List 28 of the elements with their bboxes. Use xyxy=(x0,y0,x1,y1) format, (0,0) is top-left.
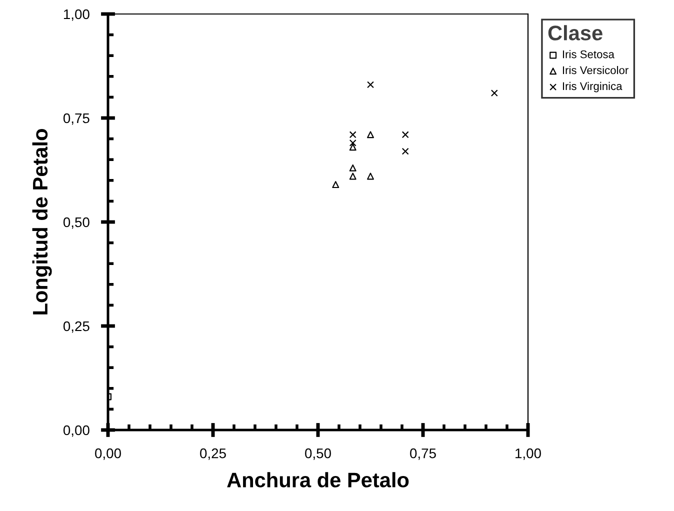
legend-label: Iris Setosa xyxy=(562,50,614,58)
legend-title: Clase xyxy=(548,25,602,40)
point xyxy=(490,90,498,97)
point xyxy=(367,81,374,88)
point xyxy=(349,172,356,180)
x-tick-label: 0,75 xyxy=(410,448,436,460)
point xyxy=(349,139,356,146)
x-tick-label: 0,50 xyxy=(305,448,331,460)
point xyxy=(402,148,409,155)
point xyxy=(332,181,340,188)
y-tick-label: 0,75 xyxy=(63,113,90,125)
y-tick-label: 0,25 xyxy=(63,321,90,333)
point xyxy=(402,131,409,138)
y-tick-label: 0,00 xyxy=(63,425,90,437)
y-tick-label: 1,00 xyxy=(64,9,90,21)
point xyxy=(367,131,374,138)
x-tick-label: 0,00 xyxy=(95,448,121,460)
point xyxy=(349,144,356,151)
x-tick-label: 1,00 xyxy=(516,448,541,460)
y-axis-title: Longitud de Petalo xyxy=(32,129,52,314)
point xyxy=(367,172,374,180)
legend-label: Iris Versicolor xyxy=(562,66,628,74)
x-axis-title: Anchura de Petalo xyxy=(227,472,409,488)
legend-label: Iris Virginica xyxy=(562,82,622,92)
x-tick-label: 0,25 xyxy=(200,448,226,460)
point xyxy=(349,131,356,138)
point xyxy=(349,164,356,172)
y-tick-label: 0,50 xyxy=(63,217,90,229)
